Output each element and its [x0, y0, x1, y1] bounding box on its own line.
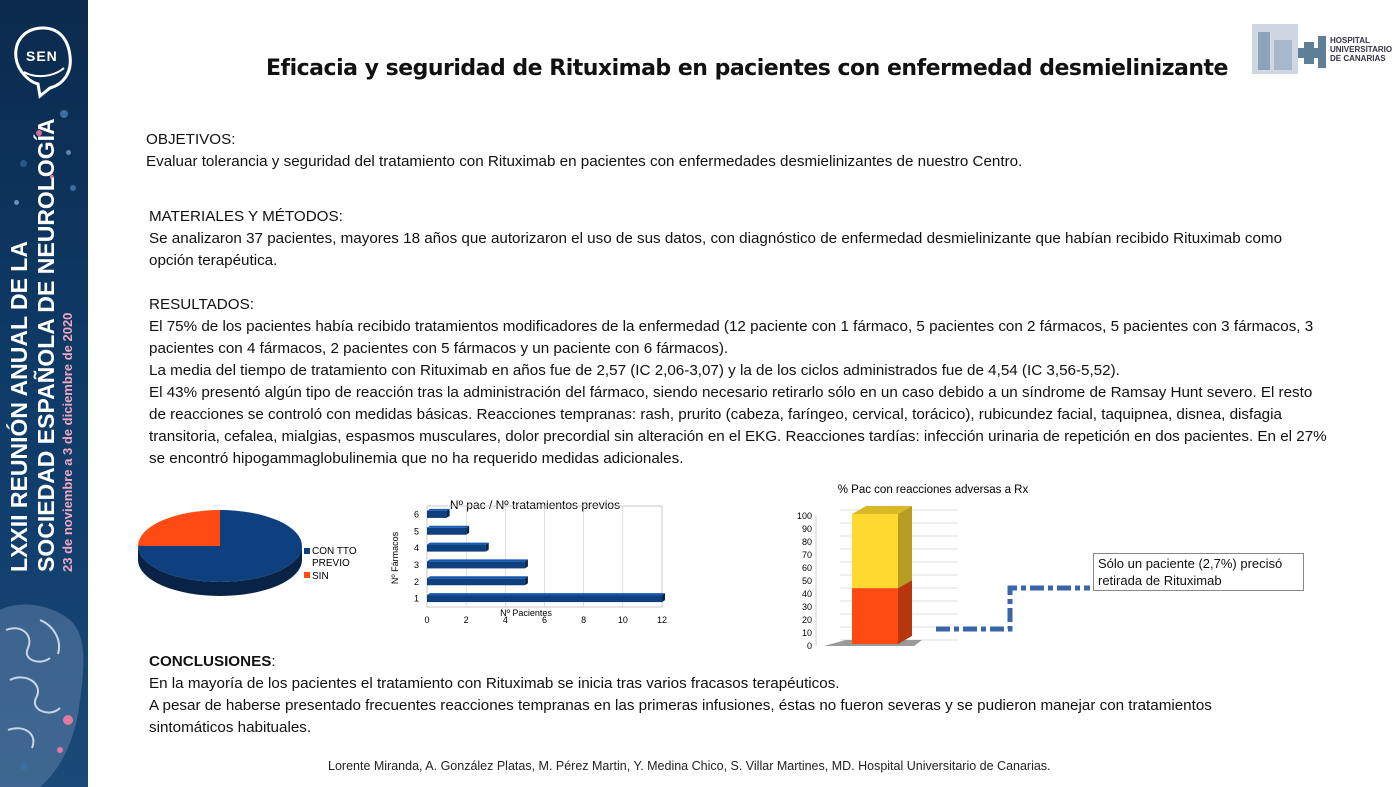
congress-line-1: LXXII REUNIÓN ANUAL DE LA [6, 241, 32, 572]
hbar-bar [427, 578, 525, 586]
hospital-name: HOSPITAL UNIVERSITARIO DE CANARIAS [1330, 36, 1393, 63]
hbar-bar [427, 595, 662, 603]
metodos-text: Se analizaron 37 pacientes, mayores 18 a… [149, 230, 1283, 269]
resultados-p1: El 75% de los pacientes había recibido t… [149, 318, 1314, 357]
hbar-bar-side [524, 576, 528, 586]
congress-line-2: SOCIEDAD ESPAÑOLA DE NEUROLOGÍA [33, 118, 59, 572]
hbar-xlabel: Nº Pacientes [500, 608, 552, 618]
stacked-bar-chart: % Pac con reacciones adversas a Rx 0 10 20… [797, 484, 1090, 651]
resultados-section: RESULTADOS: El 75% de los pacientes habí… [149, 294, 1327, 470]
metodos-heading: MATERIALES Y MÉTODOS: [149, 208, 343, 225]
hbar-bar-top [427, 508, 450, 511]
hbar-ytick-label: 2 [414, 577, 419, 587]
sidebar-banner: SEN LXXII REUNIÓN ANUAL DE LA SOCIEDAD E… [0, 0, 88, 787]
conclusiones-heading: CONCLUSIONES [149, 653, 272, 670]
conclusiones-p1: En la mayoría de los pacientes el tratam… [149, 675, 840, 692]
hbar-xtick-label: 6 [542, 615, 547, 625]
stack-bar-side [898, 506, 912, 589]
pie-slice [138, 510, 220, 546]
hbar-xtick-label: 10 [618, 615, 628, 625]
legend-swatch-sin [304, 572, 310, 578]
resultados-heading: RESULTADOS: [149, 296, 254, 313]
legend-swatch-con [304, 548, 310, 554]
objetivos-text: Evaluar tolerancia y seguridad del trata… [146, 153, 1023, 170]
stack-ytick-label: 70 [802, 550, 812, 560]
legend-label-sin: SIN [312, 571, 329, 582]
connector-line [936, 585, 1090, 632]
hbar-xtick-label: 8 [581, 615, 586, 625]
hbar-bar-side [485, 542, 489, 552]
congress-dates: 23 de noviembre a 3 de diciembre de 2020 [60, 312, 75, 572]
hospital-building-icon [1252, 24, 1326, 74]
conclusiones-section: CONCLUSIONES: En la mayoría de los pacie… [149, 651, 1269, 739]
hbar-bar-side [524, 559, 528, 569]
hbar-bar-top [427, 542, 489, 545]
stack-ytick-label: 50 [802, 576, 812, 586]
hbar-bar-side [446, 508, 450, 518]
resultados-p3: El 43% presentó algún tipo de reacción t… [149, 384, 1327, 467]
stack-bar-top [852, 506, 912, 514]
hbar-xtick-label: 12 [657, 615, 667, 625]
stack-bar-segment [852, 514, 898, 589]
hbar-ytick-label: 4 [414, 543, 419, 553]
hbar-xtick-label: 0 [424, 615, 429, 625]
note-box: Sólo un paciente (2,7%) precisó retirada… [1093, 553, 1304, 591]
metodos-section: MATERIALES Y MÉTODOS: Se analizaron 37 p… [149, 206, 1324, 272]
objetivos-section: OBJETIVOS: Evaluar tolerancia y segurida… [146, 129, 1346, 173]
stack-ytick-label: 0 [807, 641, 812, 651]
hbar-ylabel: Nº Fármacos [390, 531, 400, 584]
stack-ytick-label: 40 [802, 589, 812, 599]
conclusiones-colon: : [271, 653, 276, 670]
hbar-bar-side [466, 525, 470, 535]
stack-bar-side [898, 580, 912, 644]
hbar-ytick-label: 1 [414, 594, 419, 604]
hbar-bar-top [427, 576, 528, 579]
legend-label-con-1: CON TTO [312, 546, 357, 557]
stack-ytick-label: 80 [802, 537, 812, 547]
hbar-bar-side [662, 593, 665, 603]
stack-ytick-label: 60 [802, 563, 812, 573]
stack-bar-segment [852, 588, 898, 644]
stack-ytick-label: 30 [802, 602, 812, 612]
hbar-bar-top [427, 593, 665, 596]
page-title: Eficacia y seguridad de Rituximab en pac… [266, 56, 1228, 81]
hbar-bar [427, 544, 486, 552]
sen-logo [14, 26, 72, 99]
pie-depth [138, 546, 302, 596]
hbar-bar [427, 510, 447, 518]
stack-ytick-label: 20 [802, 615, 812, 625]
stack-ytick-label: 100 [797, 511, 812, 521]
congress-title: LXXII REUNIÓN ANUAL DE LA SOCIEDAD ESPAÑ… [6, 118, 75, 572]
hbar-bar [427, 561, 525, 569]
objetivos-heading: OBJETIVOS: [146, 131, 236, 148]
hbar-title: Nº pac / Nº tratamientos previos [450, 498, 620, 512]
hospital-logo [1252, 22, 1392, 76]
hbar-bar [427, 527, 467, 535]
legend-label-con-2: PREVIO [312, 558, 350, 569]
hbar-ytick-label: 5 [414, 526, 419, 536]
hbar-xtick-label: 4 [503, 615, 508, 625]
hbar-bar-top [427, 525, 470, 528]
hbar-ytick-label: 3 [414, 560, 419, 570]
resultados-p2: La media del tiempo de tratamiento con R… [149, 362, 1120, 379]
hbar-bar-top [427, 559, 528, 562]
stack-ytick-label: 10 [802, 628, 812, 638]
pie-chart: CON TTO PREVIO SIN [138, 510, 357, 596]
brain-illustration [0, 604, 84, 787]
stack-title: % Pac con reacciones adversas a Rx [838, 484, 1029, 496]
authors-footer: Lorente Miranda, A. González Platas, M. … [328, 759, 1051, 773]
hbar-ytick-label: 6 [414, 509, 419, 519]
conclusiones-p2: A pesar de haberse presentado frecuentes… [149, 697, 1212, 736]
hbar-chart: Nº pac / Nº tratamientos previos 123456 … [390, 498, 667, 625]
hbar-xtick-label: 2 [464, 615, 469, 625]
sen-logo-text: SEN [26, 48, 58, 64]
stack-ytick-label: 90 [802, 524, 812, 534]
